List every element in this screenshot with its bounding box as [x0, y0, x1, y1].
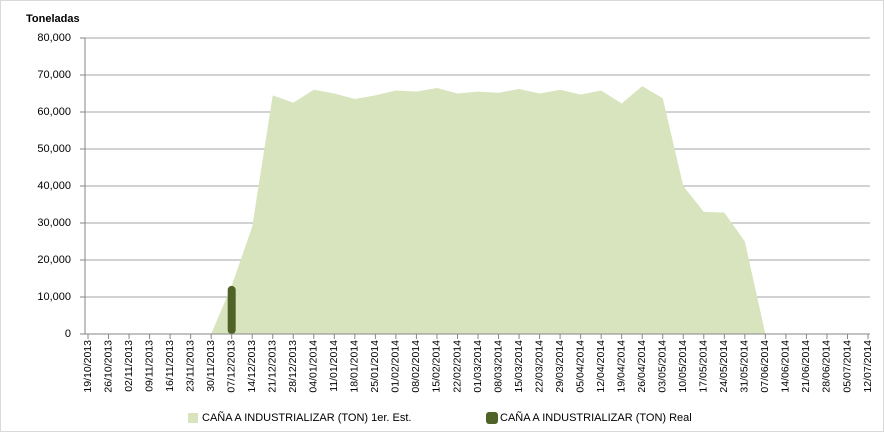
x-tick-label: 12/07/2014 — [862, 340, 874, 393]
y-tick-label: 80,000 — [37, 32, 71, 44]
x-tick-label: 19/10/2013 — [82, 340, 94, 393]
x-tick-label: 19/04/2014 — [615, 340, 627, 393]
x-tick-label: 14/12/2013 — [246, 340, 258, 393]
y-tick-label: 0 — [65, 328, 71, 340]
x-tick-label: 16/11/2013 — [164, 340, 176, 392]
y-tick-label: 40,000 — [37, 180, 71, 192]
x-tick-label: 21/12/2013 — [267, 340, 279, 393]
legend-label: CAÑA A INDUSTRIALIZAR (TON) 1er. Est. — [202, 411, 411, 424]
x-tick-label: 17/05/2014 — [698, 340, 710, 393]
x-tick-label: 14/06/2014 — [780, 340, 792, 393]
x-tick-label: 15/03/2014 — [513, 340, 525, 393]
x-tick-label: 01/02/2014 — [390, 340, 402, 393]
x-tick-label: 30/11/2013 — [205, 340, 217, 392]
x-tick-label: 12/04/2014 — [595, 340, 607, 393]
x-tick-label: 26/04/2014 — [636, 340, 648, 393]
legend-swatch — [188, 413, 198, 423]
x-tick-label: 24/05/2014 — [718, 340, 730, 393]
x-tick-label: 03/05/2014 — [657, 340, 669, 393]
x-tick-label: 22/02/2014 — [451, 340, 463, 393]
area — [88, 86, 868, 334]
legend-label: CAÑA A INDUSTRIALIZAR (TON) Real — [500, 411, 692, 424]
x-tick-label: 28/12/2013 — [287, 340, 299, 393]
x-tick-label: 08/03/2014 — [492, 340, 504, 393]
x-tick-label: 28/06/2014 — [821, 340, 833, 393]
y-tick-label: 50,000 — [37, 143, 71, 155]
x-tick-label: 04/01/2014 — [308, 340, 320, 393]
x-tick-label: 07/12/2013 — [225, 340, 237, 393]
y-tick-label: 20,000 — [37, 254, 71, 266]
x-tick-label: 31/05/2014 — [739, 340, 751, 393]
x-tick-label: 22/03/2014 — [533, 340, 545, 393]
x-tick-label: 01/03/2014 — [472, 340, 484, 393]
y-tick-label: 60,000 — [37, 106, 71, 118]
x-tick-label: 05/04/2014 — [574, 340, 586, 393]
y-tick-label: 30,000 — [37, 217, 71, 229]
x-tick-label: 08/02/2014 — [410, 340, 422, 393]
x-tick-label: 23/11/2013 — [184, 340, 196, 392]
x-tick-label: 18/01/2014 — [349, 340, 361, 393]
x-tick-label: 02/11/2013 — [123, 340, 135, 392]
x-tick-label: 09/11/2013 — [143, 340, 155, 392]
x-tick-label: 07/06/2014 — [759, 340, 771, 393]
y-tick-label: 10,000 — [37, 291, 71, 303]
x-tick-label: 21/06/2014 — [800, 340, 812, 393]
bar — [227, 285, 236, 334]
x-tick-label: 29/03/2014 — [554, 340, 566, 393]
x-tick-label: 26/10/2013 — [102, 340, 114, 393]
x-tick-label: 10/05/2014 — [677, 340, 689, 393]
x-tick-label: 15/02/2014 — [431, 340, 443, 393]
x-tick-label: 11/01/2014 — [328, 340, 340, 392]
y-tick-label: 70,000 — [37, 69, 71, 81]
y-axis-label: Toneladas — [26, 13, 80, 25]
x-tick-label: 05/07/2014 — [841, 340, 853, 393]
x-tick-label: 25/01/2014 — [369, 340, 381, 393]
legend-swatch — [486, 412, 498, 424]
